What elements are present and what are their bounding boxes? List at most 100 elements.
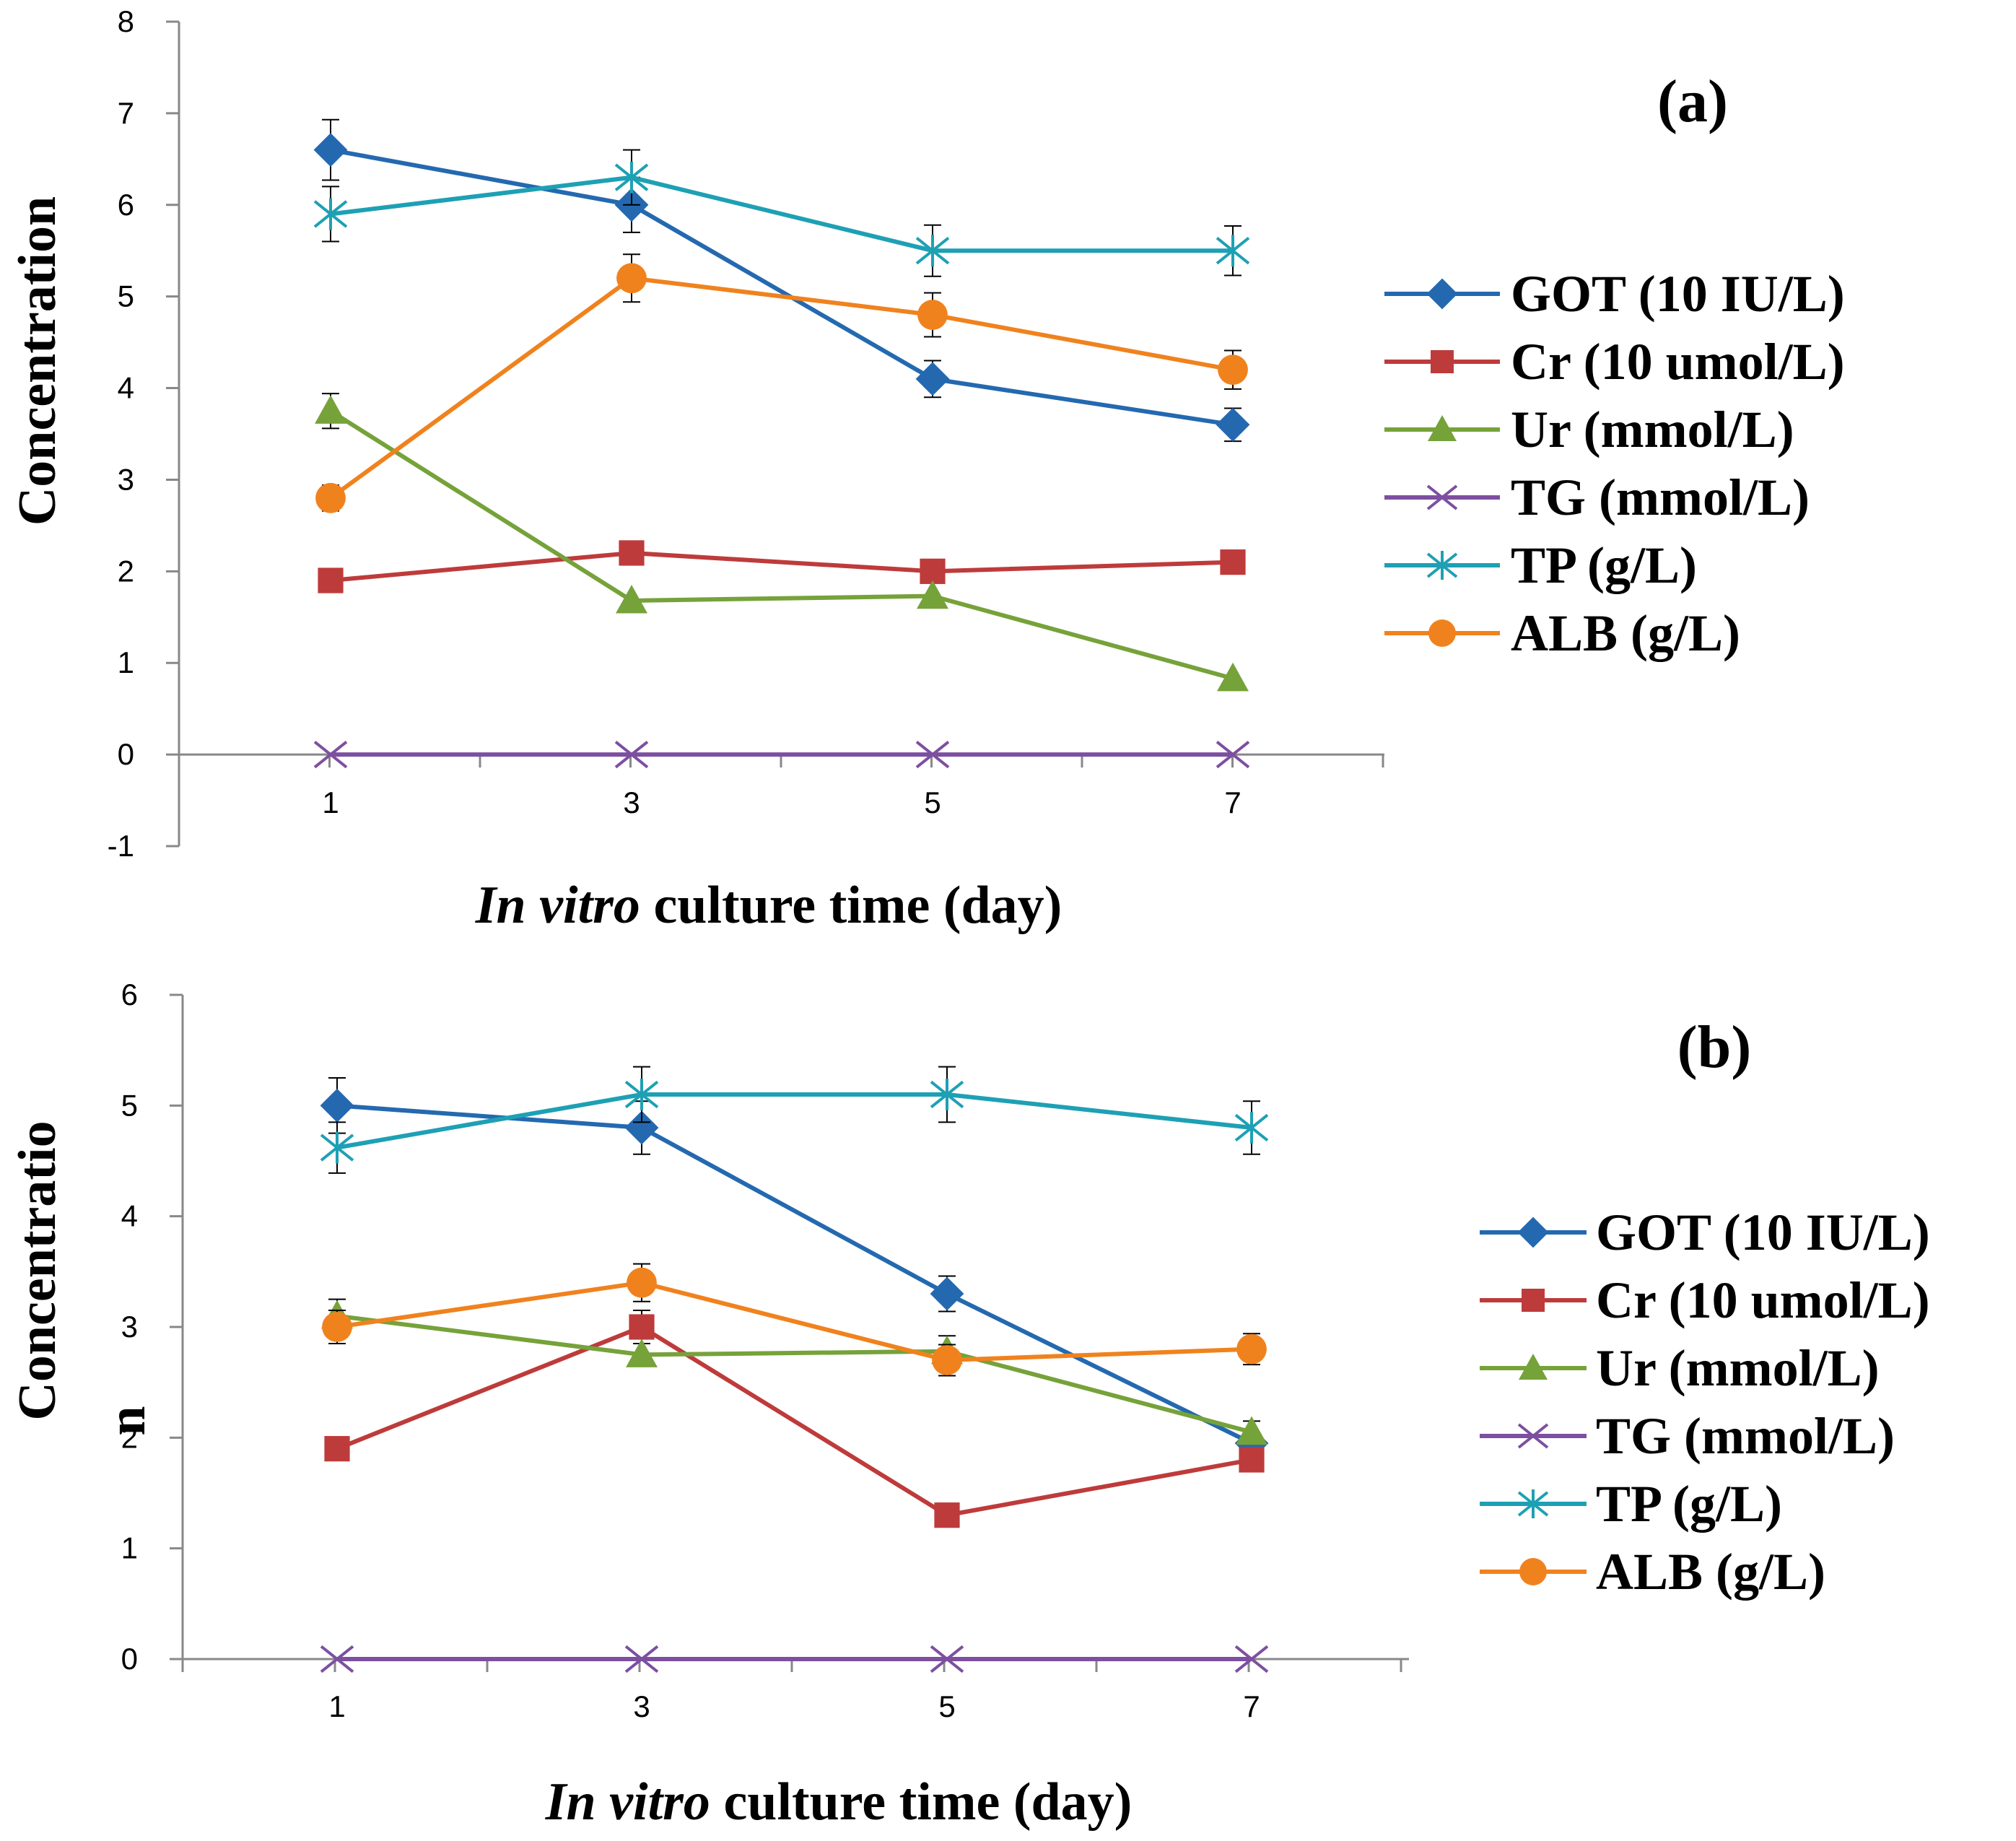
panel-b-x-axis-label: In vitro culture time (day) (545, 1772, 1133, 1832)
panel-a-point (1217, 662, 1249, 692)
panel-a-legend-marker-shape (1428, 415, 1457, 441)
panel-b-y-tick-label: 4 (121, 1199, 138, 1233)
panel-a-legend-label: Ur (mmol/L) (1511, 401, 1794, 458)
panel-a-legend-label: GOT (10 IU/L) (1511, 265, 1845, 323)
panel-a-legend-item: GOT (10 IU/L) (1384, 265, 1845, 323)
panel-a-point-shape (915, 235, 950, 267)
panel-a-point-shape (614, 740, 649, 769)
panel-b-point (934, 1502, 960, 1528)
panel-a-x-tick-label: 7 (1224, 785, 1241, 819)
panel-b-y-tick-label: 5 (121, 1088, 138, 1122)
panel-a-y-tick-label: 0 (118, 737, 134, 771)
panel-a-point-shape (616, 263, 647, 294)
panel-b-point (324, 1436, 350, 1462)
panel-b-legend-marker (1519, 1354, 1548, 1380)
panel-a-legend-item: TP (g/L) (1384, 536, 1697, 594)
panel-b-point-shape (324, 1436, 350, 1462)
panel-b-point (320, 1645, 354, 1674)
panel-a-legend-item: Ur (mmol/L) (1384, 401, 1794, 458)
panel-a-point-shape (917, 580, 948, 609)
panel-a-plot-area: -1 0 1 2 3 4 5 6 7 8 1 3 5 7 (108, 4, 1384, 863)
panel-a-legend-item: TG (mmol/L) (1384, 469, 1810, 526)
panel-b-legend-marker-shape (1517, 1423, 1549, 1449)
panel-a-legend-label: Cr (10 umol/L) (1511, 333, 1845, 391)
panel-b-x-axis-label-italic: In vitro (545, 1772, 710, 1832)
panel-a-legend-marker (1426, 484, 1458, 510)
panel-b-legend-marker (1517, 1489, 1549, 1518)
panel-a-y-tick-label: 2 (118, 554, 134, 588)
panel-b-point (627, 1267, 657, 1298)
panel-b-point (930, 1645, 964, 1674)
panel-b-legend-item: ALB (g/L) (1480, 1543, 1825, 1601)
panel-a-point-shape (1216, 407, 1250, 442)
panel-a-y-tick-label: 1 (118, 645, 134, 679)
panel-b-point-shape (320, 1645, 354, 1674)
panel-b-point (320, 1088, 354, 1123)
panel-a-x-tick-label: 5 (924, 785, 941, 819)
panel-b-point (1239, 1447, 1265, 1473)
panel-a-series-0 (313, 118, 1250, 443)
panel-b-series-line (336, 1103, 1253, 1445)
panel-a-point (616, 263, 647, 294)
panel-b-legend-item: TG (mmol/L) (1480, 1407, 1895, 1465)
panel-a-point-shape (1218, 354, 1248, 386)
panel-b-point-shape (320, 1131, 354, 1164)
panel-a-point (315, 395, 346, 424)
panel-b-point-shape (624, 1645, 659, 1674)
panel-b-legend-marker (1519, 1558, 1547, 1585)
panel-b-x-tick-label: 5 (938, 1689, 955, 1723)
panel-b-legend-label: Cr (10 umol/L) (1596, 1271, 1930, 1329)
panel-b-point-shape (624, 1079, 659, 1110)
panel-b-x-tick-label: 3 (633, 1689, 650, 1723)
panel-a-series-line (330, 550, 1234, 583)
panel-a-legend-marker-shape (1426, 551, 1458, 580)
panel-a-x-axis-label: In vitro culture time (day) (475, 876, 1062, 935)
panel-a-y-tick-label: 7 (118, 96, 134, 130)
panel-b-point-shape (1236, 1416, 1267, 1445)
panel-b-series-4 (320, 1066, 1269, 1174)
panel-b-point (1236, 1333, 1267, 1365)
panel-a-point (915, 740, 950, 769)
panel-b-point-shape (1239, 1447, 1265, 1473)
panel-a-point-shape (915, 362, 950, 396)
panel-b-point (629, 1314, 655, 1340)
panel-a-point-shape (619, 540, 645, 566)
panel-b-y-axis-label-extra: n (97, 1406, 157, 1435)
panel-b-point-shape (934, 1502, 960, 1528)
panel-a-legend-marker (1428, 415, 1457, 441)
panel-b-x-tick-label: 7 (1243, 1689, 1260, 1723)
panel-b-point (322, 1312, 352, 1342)
panel-a-series-line (330, 175, 1233, 253)
panel-a-legend-marker-shape (1426, 278, 1458, 310)
panel-b-chart: 0 1 2 3 4 5 6 1 3 5 7 (b) Concentratio n In vitro … (8, 978, 1930, 1832)
panel-a-legend-marker (1428, 619, 1456, 647)
panel-b-legend-marker-shape (1517, 1489, 1549, 1518)
panel-b-legend-marker (1517, 1423, 1549, 1449)
panel-b-legend-label: GOT (10 IU/L) (1596, 1204, 1930, 1261)
panel-a-label: (a) (1657, 68, 1728, 135)
panel-a-series-5 (315, 253, 1248, 513)
panel-b-point (930, 1079, 964, 1110)
panel-a-series-4 (313, 149, 1250, 277)
panel-b-point-shape (627, 1267, 657, 1298)
panel-b-series-1 (324, 1310, 1265, 1528)
panel-b-legend-marker-shape (1522, 1289, 1545, 1312)
panel-a-point-shape (920, 558, 946, 584)
panel-b-legend-label: TG (mmol/L) (1596, 1407, 1895, 1465)
panel-a-legend-marker-shape (1428, 619, 1456, 647)
panel-a-y-tick-label: -1 (108, 829, 134, 863)
panel-b-point (932, 1345, 962, 1375)
panel-b-point-shape (1234, 1645, 1269, 1674)
panel-a-point-shape (915, 740, 950, 769)
panel-b-series-0 (320, 1077, 1269, 1461)
panel-a-point-shape (616, 584, 647, 614)
panel-a-point-shape (1216, 740, 1250, 769)
panel-a-point (318, 567, 344, 593)
panel-b-y-tick-label: 3 (121, 1310, 138, 1344)
panel-b-series-line (336, 1092, 1252, 1150)
panel-a-x-tick-label: 3 (623, 785, 640, 819)
panel-a-point-shape (1217, 662, 1249, 692)
panel-a-point (917, 300, 948, 330)
panel-a-point (1216, 235, 1250, 267)
